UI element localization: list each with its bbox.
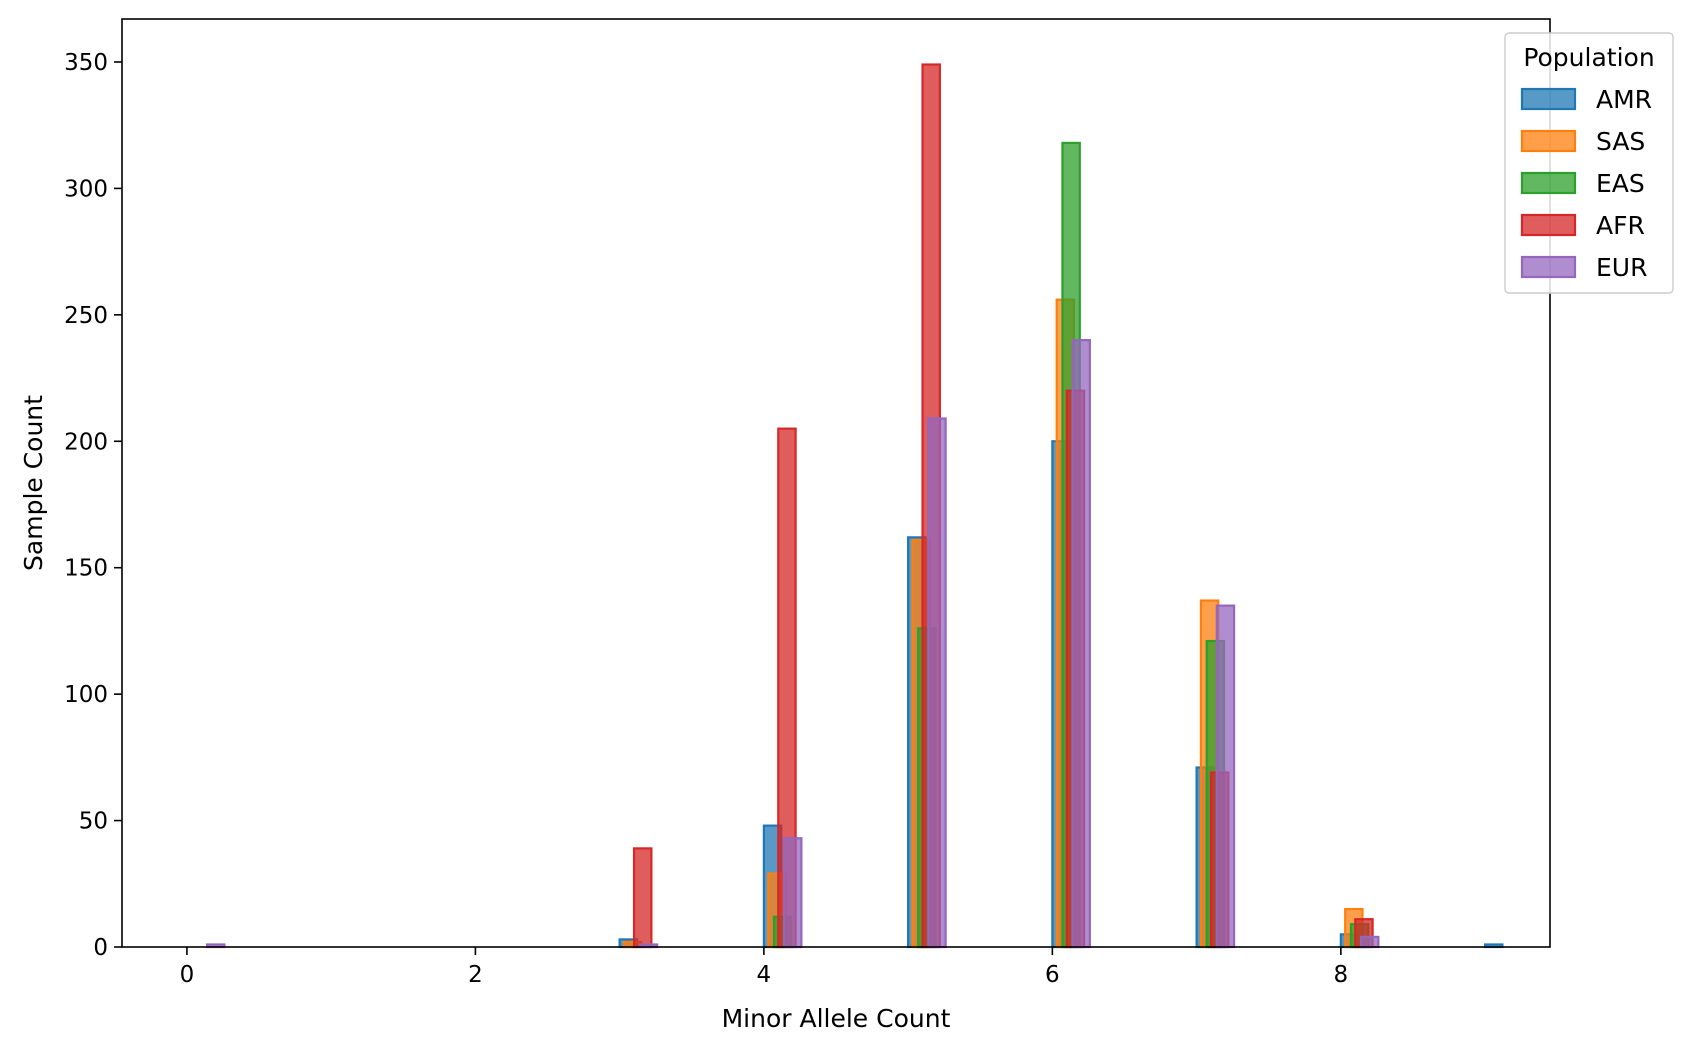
legend-items: AMR SAS EAS AFR EUR [1520,85,1652,282]
x-axis: 0 2 4 6 8 [180,947,1349,988]
series-afr [632,63,1374,949]
y-tick-label-350: 350 [64,50,108,76]
legend-swatch-afr [1520,213,1577,237]
x-tick-label-4: 4 [757,962,772,988]
legend-swatch-sas [1520,129,1577,153]
legend-swatch-eur [1520,255,1577,279]
legend-title: Population [1523,43,1654,72]
legend-item-eur: EUR [1520,253,1647,282]
legend-item-afr: AFR [1520,211,1645,240]
y-tick-label-50: 50 [79,809,108,835]
legend-item-sas: SAS [1520,127,1645,156]
legend-label-sas: SAS [1596,127,1645,156]
bar-eur-5 [927,417,947,949]
bars-layer [206,63,1504,949]
x-tick-label-8: 8 [1334,962,1349,988]
y-axis-label: Sample Count [19,395,48,571]
legend-box [1504,32,1674,294]
bar-afr-3 [632,847,653,949]
legend-swatch-amr [1520,87,1577,111]
legend-label-eur: EUR [1596,253,1647,282]
y-tick-label-150: 150 [64,556,108,582]
x-tick-label-2: 2 [468,962,483,988]
legend-label-eas: EAS [1596,169,1645,198]
series-eur [206,339,1380,949]
legend-label-afr: AFR [1596,211,1645,240]
bar-eur-6 [1071,339,1091,949]
y-tick-label-250: 250 [64,303,108,329]
y-tick-label-200: 200 [64,429,108,455]
legend-label-amr: AMR [1596,85,1652,114]
bar-eur-4 [782,837,803,949]
legend: Population AMR SAS EAS AFR EUR [1504,32,1674,294]
bar-eur-7 [1215,604,1236,949]
y-tick-label-100: 100 [64,682,108,708]
x-axis-label: Minor Allele Count [722,1004,951,1033]
legend-item-amr: AMR [1520,85,1652,114]
y-tick-label-300: 300 [64,176,108,202]
plot-frame [121,18,1551,948]
bar-eur-8 [1359,935,1380,949]
x-tick-label-0: 0 [180,962,195,988]
y-axis: 0 50 100 150 200 250 300 350 [64,50,122,961]
series-sas [622,298,1364,949]
legend-swatch-eas [1520,171,1577,195]
y-tick-label-0: 0 [93,935,108,961]
x-tick-label-6: 6 [1045,962,1060,988]
legend-item-eas: EAS [1520,169,1645,198]
